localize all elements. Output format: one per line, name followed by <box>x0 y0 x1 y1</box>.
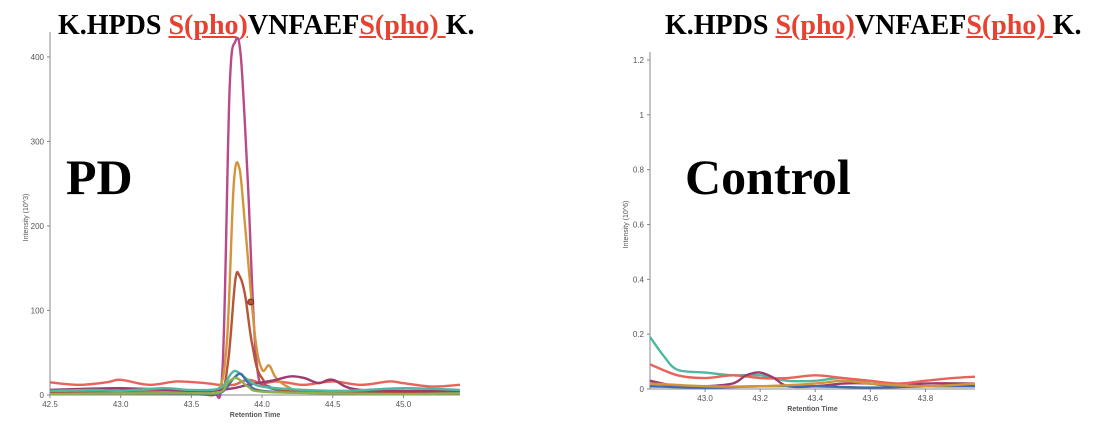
chart-panel-pd: K.HPDS S(pho)VNFAEFS(pho) K. PD 0 100 200 3… <box>23 10 475 419</box>
x-tick-label: 42.5 <box>42 400 58 409</box>
y-tick-label: 200 <box>31 222 45 231</box>
x-axis-label: Retention Time <box>230 412 281 419</box>
series-line-1 <box>649 363 976 385</box>
y-tick-label: 0 <box>40 391 45 400</box>
y-tick-label: 1.2 <box>633 56 645 65</box>
group-label: Control <box>685 149 851 205</box>
y-tick-label: 300 <box>31 137 45 146</box>
y-axis-label: Intensity (10^3) <box>23 194 30 242</box>
data-point-marker <box>247 298 255 306</box>
y-tick-label: 400 <box>31 53 45 62</box>
y-tick-label: 0 <box>640 385 645 394</box>
y-tick-label: 0.4 <box>633 275 645 284</box>
y-tick-label: 1 <box>640 111 645 120</box>
x-tick-label: 43.4 <box>807 394 823 403</box>
series-line-7 <box>49 376 461 396</box>
x-tick-label: 43.0 <box>697 394 713 403</box>
x-tick-label: 44.0 <box>254 400 270 409</box>
series-line-5 <box>49 369 461 393</box>
y-tick-label: 0.6 <box>633 221 645 230</box>
x-tick-label: 43.2 <box>752 394 768 403</box>
y-tick-label: 100 <box>31 306 45 315</box>
chromatogram-pd: 0 100 200 300 400 42.5 43.0 43.5 44.0 44.5 45.0 Ret… <box>23 32 461 419</box>
chromatogram-control: 0 0.2 0.4 0.6 0.8 1 1.2 43.0 43.2 43.4 43.6 43.8 Ret… <box>623 52 976 413</box>
peptide-title: K.HPDS S(pho)VNFAEFS(pho) K. <box>58 10 475 41</box>
y-axis-label: Intensity (10^6) <box>623 201 630 249</box>
x-tick-label: 45.0 <box>396 400 412 409</box>
y-tick-label: 0.8 <box>633 166 645 175</box>
x-tick-label: 43.0 <box>113 400 129 409</box>
series-line-0 <box>49 378 461 388</box>
peptide-title: K.HPDS S(pho)VNFAEFS(pho) K. <box>665 10 1082 41</box>
x-tick-label: 44.5 <box>325 400 341 409</box>
group-label: PD <box>66 149 133 205</box>
x-tick-label: 43.6 <box>863 394 879 403</box>
x-axis-label: Retention Time <box>787 406 838 413</box>
chart-panel-control: K.HPDS S(pho)VNFAEFS(pho) K. Control 0 0.… <box>555 0 1110 424</box>
x-tick-label: 43.5 <box>184 400 200 409</box>
y-tick-label: 0.2 <box>633 330 645 339</box>
x-tick-label: 43.8 <box>918 394 934 403</box>
series-line-4 <box>649 379 976 388</box>
